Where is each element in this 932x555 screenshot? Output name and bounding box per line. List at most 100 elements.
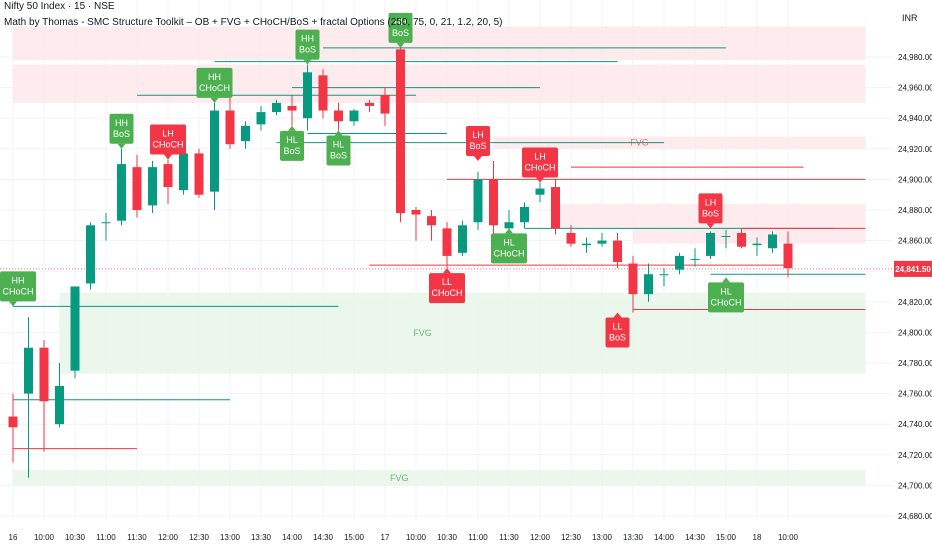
time-tick-label[interactable]: 13:00 bbox=[220, 533, 241, 542]
price-tick-label[interactable]: 24,800.00 bbox=[898, 328, 932, 337]
time-tick-label[interactable]: 14:30 bbox=[313, 533, 334, 542]
time-tick-label[interactable]: 10:00 bbox=[34, 533, 55, 542]
candle-body[interactable] bbox=[551, 187, 560, 229]
price-tick-label[interactable]: 24,700.00 bbox=[898, 481, 932, 490]
candle-body[interactable] bbox=[613, 240, 622, 263]
time-tick-label[interactable]: 15:00 bbox=[716, 533, 737, 542]
last-price-value[interactable]: 24,841.50 bbox=[895, 265, 931, 274]
price-tick-label[interactable]: 24,980.00 bbox=[898, 53, 932, 62]
candle-body[interactable] bbox=[380, 95, 390, 114]
time-tick-label[interactable]: 14:00 bbox=[282, 533, 303, 542]
candle-body[interactable] bbox=[721, 236, 731, 238]
price-tick-label[interactable]: 24,680.00 bbox=[898, 512, 932, 521]
candle-body[interactable] bbox=[117, 164, 126, 221]
price-tick-label[interactable]: 24,900.00 bbox=[898, 175, 932, 184]
time-tick-label[interactable]: 12:30 bbox=[561, 533, 582, 542]
last-price-badge[interactable] bbox=[894, 260, 932, 277]
candle-body[interactable] bbox=[706, 232, 715, 256]
candle-body[interactable] bbox=[210, 110, 219, 192]
price-tick-label[interactable]: 24,760.00 bbox=[898, 390, 932, 399]
time-tick-label[interactable]: 10:30 bbox=[437, 533, 458, 542]
time-tick-label[interactable]: 13:30 bbox=[251, 533, 272, 542]
time-tick-label[interactable]: 15:00 bbox=[344, 533, 365, 542]
price-tick-label[interactable]: 24,780.00 bbox=[898, 359, 932, 368]
candle-body[interactable] bbox=[644, 274, 653, 295]
time-tick-label[interactable]: 18 bbox=[753, 533, 762, 542]
candle-body[interactable] bbox=[458, 225, 467, 253]
candle-body[interactable] bbox=[396, 49, 405, 214]
candle-body[interactable] bbox=[628, 263, 638, 295]
candle-body[interactable] bbox=[39, 347, 49, 402]
candle-body[interactable] bbox=[70, 286, 80, 371]
candle-body[interactable] bbox=[132, 167, 142, 210]
candle-body[interactable] bbox=[194, 153, 204, 195]
time-tick-label[interactable]: 12:00 bbox=[158, 533, 179, 542]
candle-body[interactable] bbox=[659, 274, 669, 276]
price-tick-label[interactable]: 24,860.00 bbox=[898, 237, 932, 246]
candle-body[interactable] bbox=[318, 75, 328, 111]
time-tick-label[interactable]: 13:00 bbox=[592, 533, 613, 542]
candle-body[interactable] bbox=[783, 243, 793, 269]
candle-body[interactable] bbox=[101, 222, 111, 224]
candle-body[interactable] bbox=[148, 167, 157, 206]
candle-body[interactable] bbox=[768, 234, 777, 249]
candle-body[interactable] bbox=[520, 206, 529, 223]
candle-body[interactable] bbox=[473, 179, 483, 223]
candle-body[interactable] bbox=[411, 210, 421, 215]
price-tick-label[interactable]: 24,940.00 bbox=[898, 114, 932, 123]
time-tick-label[interactable]: 10:30 bbox=[65, 533, 86, 542]
bear-zone bbox=[493, 136, 866, 149]
candle-body[interactable] bbox=[535, 188, 545, 195]
price-tick-label[interactable]: 24,720.00 bbox=[898, 451, 932, 460]
time-tick-label[interactable]: 12:00 bbox=[530, 533, 551, 542]
candle-body[interactable] bbox=[303, 72, 312, 119]
candle-body[interactable] bbox=[179, 153, 188, 191]
candle-body[interactable] bbox=[8, 416, 18, 428]
candle-body[interactable] bbox=[597, 240, 607, 244]
time-tick-label[interactable]: 16 bbox=[9, 533, 18, 542]
candle-body[interactable] bbox=[55, 385, 64, 425]
price-tick-label[interactable]: 24,740.00 bbox=[898, 420, 932, 429]
time-tick-label[interactable]: 11:30 bbox=[499, 533, 519, 542]
candle-body[interactable] bbox=[334, 110, 343, 122]
candle-body[interactable] bbox=[225, 110, 235, 145]
time-tick-label[interactable]: 14:30 bbox=[685, 533, 706, 542]
candle-body[interactable] bbox=[737, 232, 746, 247]
price-tick-label[interactable]: 24,880.00 bbox=[898, 206, 932, 215]
candle-body[interactable] bbox=[566, 232, 576, 244]
time-tick-label[interactable]: 12:30 bbox=[189, 533, 210, 542]
candle-body[interactable] bbox=[675, 255, 684, 270]
time-tick-label[interactable]: 10:00 bbox=[778, 533, 799, 542]
candle-body[interactable] bbox=[504, 222, 514, 229]
price-tick-label[interactable]: 24,820.00 bbox=[898, 298, 932, 307]
indicator-legend[interactable]: Math by Thomas - SMC Structure Toolkit –… bbox=[4, 17, 503, 28]
candle-body[interactable] bbox=[163, 164, 173, 188]
time-tick-label[interactable]: 11:00 bbox=[96, 533, 116, 542]
time-tick-label[interactable]: 11:30 bbox=[127, 533, 147, 542]
candle-body[interactable] bbox=[24, 347, 33, 394]
candle-body[interactable] bbox=[86, 225, 95, 284]
candle-body[interactable] bbox=[427, 216, 436, 226]
time-tick-label[interactable]: 11:00 bbox=[468, 533, 488, 542]
time-tick-label[interactable]: 13:30 bbox=[623, 533, 644, 542]
price-tick-label[interactable]: 24,960.00 bbox=[898, 84, 932, 93]
candle-body[interactable] bbox=[349, 110, 359, 122]
time-tick-label[interactable]: 10:00 bbox=[406, 533, 427, 542]
candle-body[interactable] bbox=[442, 228, 452, 256]
time-tick-label[interactable]: 14:00 bbox=[654, 533, 675, 542]
price-tick-label[interactable]: 24,920.00 bbox=[898, 145, 932, 154]
candle-body[interactable] bbox=[272, 102, 281, 113]
currency-label[interactable]: INR bbox=[902, 13, 918, 23]
candle-body[interactable] bbox=[752, 243, 762, 246]
candle-body[interactable] bbox=[489, 179, 498, 226]
symbol-title[interactable]: Nifty 50 Index · 15 · NSE bbox=[4, 1, 115, 12]
candle-body[interactable] bbox=[365, 102, 374, 106]
candle-body[interactable] bbox=[256, 112, 266, 125]
candle-body[interactable] bbox=[690, 258, 700, 260]
candle-body[interactable] bbox=[241, 125, 250, 142]
candle-body[interactable] bbox=[287, 105, 297, 111]
time-tick-label[interactable]: 17 bbox=[381, 533, 390, 542]
candle-body[interactable] bbox=[582, 243, 591, 246]
